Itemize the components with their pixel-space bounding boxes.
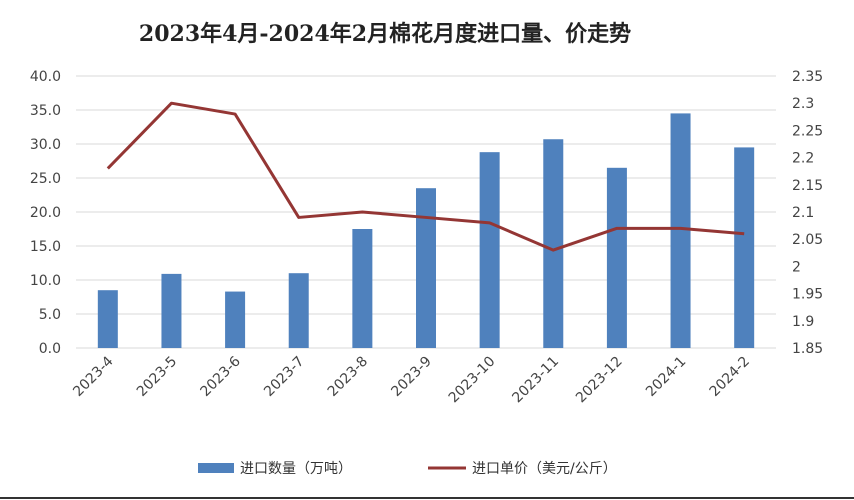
bar-2023-9 [416, 188, 436, 348]
left-tick-label: 30.0 [30, 137, 61, 153]
right-tick-label: 2.3 [792, 96, 814, 112]
x-tick-label: 2023-6 [198, 353, 244, 399]
bar-2023-4 [97, 290, 118, 348]
bar-2023-8 [352, 229, 373, 348]
left-tick-label: 35.0 [30, 103, 61, 119]
bar-2023-5 [161, 273, 182, 348]
x-tick-label: 2023-11 [509, 354, 562, 407]
chart-title: 2023年4月-2024年2月棉花月度进口量、价走势 [139, 21, 631, 47]
right-tick-label: 2.15 [792, 178, 823, 194]
left-tick-label: 20.0 [30, 205, 61, 221]
right-tick-label: 2.1 [792, 205, 814, 221]
bar-2023-7 [288, 273, 309, 348]
bar-2023-6 [225, 291, 246, 348]
bar-2023-11 [543, 139, 564, 348]
x-tick-label: 2023-5 [134, 354, 180, 400]
bar-2024-2 [734, 147, 755, 348]
left-tick-label: 5.0 [39, 307, 61, 323]
x-tick-label: 2023-8 [325, 354, 371, 400]
left-tick-label: 25.0 [30, 171, 61, 187]
right-tick-label: 1.85 [792, 341, 823, 357]
legend-bar-swatch [198, 463, 234, 473]
x-tick-label: 2024-1 [643, 354, 689, 400]
right-y-axis: 1.85 1.9 1.95 2 2.05 2.1 2.15 2.2 2.25 2.3 2.35 [792, 69, 823, 357]
x-axis: 2023-4 2023-5 2023-6 2023-7 2023-8 2023-9 2023… [70, 353, 753, 406]
legend-bar-label: 进口数量（万吨） [240, 461, 352, 477]
line-series [106, 101, 745, 252]
x-tick-label: 2023-7 [261, 354, 307, 400]
right-tick-label: 2.25 [792, 123, 823, 139]
x-tick-label: 2023-4 [70, 353, 116, 399]
x-tick-label: 2023-9 [388, 354, 434, 400]
x-tick-label: 2023-10 [446, 354, 499, 407]
bar-2023-10 [479, 152, 500, 348]
left-tick-label: 0.0 [39, 341, 61, 357]
bar-2024-1 [670, 113, 691, 349]
legend-line-label: 进口单价（美元/公斤） [472, 461, 617, 477]
right-tick-label: 1.95 [792, 287, 823, 303]
left-tick-label: 10.0 [30, 273, 61, 289]
right-tick-label: 2 [792, 259, 801, 275]
x-tick-label: 2024-2 [707, 354, 753, 400]
right-tick-label: 2.35 [792, 69, 823, 85]
left-y-axis: 0.0 5.0 10.0 15.0 20.0 25.0 30.0 35.0 40.0 [30, 69, 61, 357]
x-tick-label: 2023-12 [573, 354, 626, 407]
bar-series [97, 113, 755, 349]
right-tick-label: 2.05 [792, 232, 823, 248]
left-tick-label: 15.0 [30, 239, 61, 255]
right-tick-label: 1.9 [792, 314, 814, 330]
right-tick-label: 2.2 [792, 151, 814, 167]
left-tick-label: 40.0 [30, 69, 61, 85]
legend: 进口数量（万吨） 进口单价（美元/公斤） [198, 461, 617, 477]
bar-2023-12 [606, 167, 627, 348]
